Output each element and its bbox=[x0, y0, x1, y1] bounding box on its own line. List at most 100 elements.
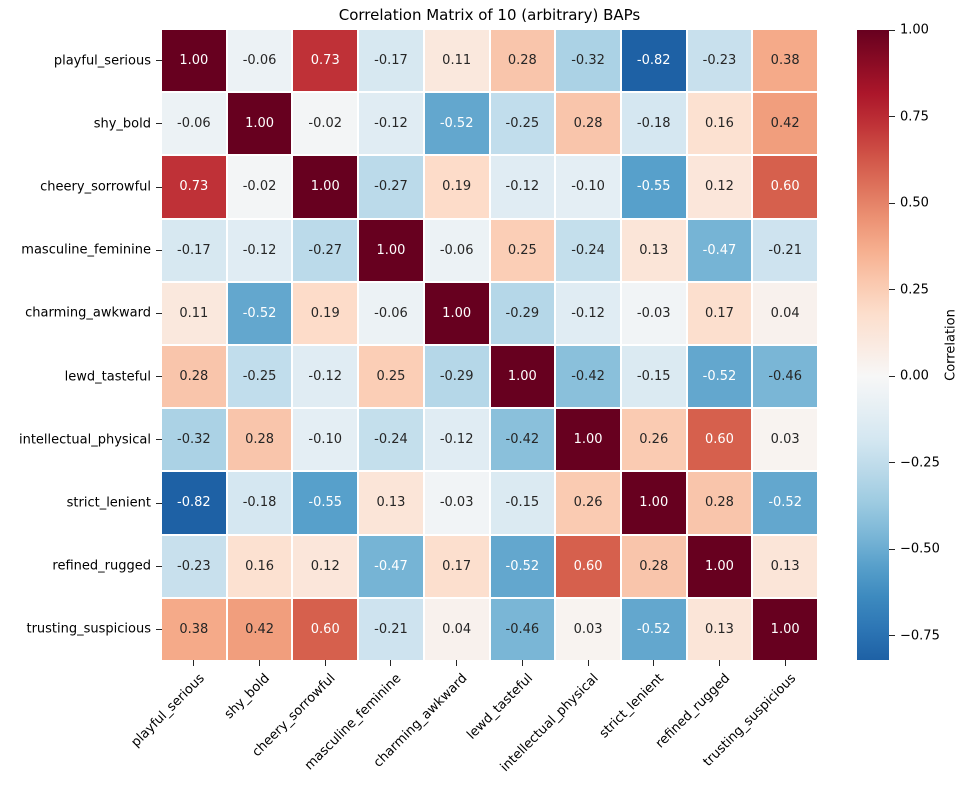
row-label: lewd_tasteful bbox=[64, 369, 151, 385]
row-label: masculine_feminine bbox=[21, 242, 151, 258]
row-label: strict_lenient bbox=[66, 495, 151, 511]
heatmap-cell: 1.00 bbox=[162, 30, 226, 92]
x-axis-tick bbox=[784, 660, 786, 666]
heatmap-cell: -0.10 bbox=[556, 156, 620, 218]
heatmap-cell: -0.46 bbox=[753, 346, 817, 408]
heatmap-cell: -0.29 bbox=[490, 282, 555, 344]
heatmap-cell: -0.52 bbox=[490, 535, 555, 597]
heatmap-cell: -0.23 bbox=[687, 30, 752, 92]
heatmap-cell: -0.25 bbox=[490, 93, 555, 155]
colorbar-tick-label: 0.75 bbox=[900, 109, 929, 125]
row-label: cheery_sorrowful bbox=[40, 179, 151, 195]
colorbar-tick bbox=[889, 375, 895, 377]
row-label: refined_rugged bbox=[52, 558, 151, 574]
heatmap-cell: 0.13 bbox=[359, 472, 423, 534]
x-axis-tick bbox=[456, 660, 458, 666]
heatmap-cell: 0.12 bbox=[293, 535, 358, 597]
heatmap-cell: 1.00 bbox=[753, 598, 817, 660]
heatmap-cell: -0.18 bbox=[227, 472, 292, 534]
heatmap-cell: -0.52 bbox=[687, 346, 752, 408]
heatmap-cell: 0.11 bbox=[162, 282, 226, 344]
colorbar-tick-label: −0.50 bbox=[900, 541, 940, 557]
heatmap-cell: 0.16 bbox=[227, 535, 292, 597]
y-axis-tick bbox=[156, 628, 162, 630]
heatmap-cell: -0.06 bbox=[162, 93, 226, 155]
heatmap-cell: -0.12 bbox=[293, 346, 358, 408]
heatmap-cell: 0.19 bbox=[293, 282, 358, 344]
row-label: trusting_suspicious bbox=[26, 621, 151, 637]
heatmap-cell: 0.60 bbox=[556, 535, 620, 597]
heatmap-cell: -0.10 bbox=[293, 409, 358, 471]
heatmap-cell: 0.73 bbox=[293, 30, 358, 92]
row-label: intellectual_physical bbox=[18, 432, 151, 448]
heatmap-cell: -0.15 bbox=[490, 472, 555, 534]
heatmap-cell: 1.00 bbox=[293, 156, 358, 218]
x-axis-tick bbox=[390, 660, 392, 666]
y-axis-tick bbox=[156, 186, 162, 188]
heatmap-cell: -0.12 bbox=[227, 219, 292, 281]
heatmap-cell: -0.06 bbox=[424, 219, 489, 281]
y-axis-tick bbox=[156, 312, 162, 314]
colorbar-tick-label: −0.25 bbox=[900, 455, 940, 471]
heatmap-cell: 0.13 bbox=[621, 219, 686, 281]
heatmap-cell: -0.24 bbox=[359, 409, 423, 471]
heatmap-cell: -0.17 bbox=[162, 219, 226, 281]
heatmap-cell: 0.28 bbox=[490, 30, 555, 92]
heatmap-cell: 0.26 bbox=[556, 472, 620, 534]
heatmap-cell: 0.13 bbox=[687, 598, 752, 660]
colorbar-tick bbox=[889, 462, 895, 464]
heatmap-cell: 0.28 bbox=[687, 472, 752, 534]
heatmap-cell: 1.00 bbox=[556, 409, 620, 471]
heatmap-cell: -0.32 bbox=[162, 409, 226, 471]
y-axis-tick bbox=[156, 565, 162, 567]
heatmap-cell: 0.03 bbox=[753, 409, 817, 471]
heatmap-cell: 0.60 bbox=[753, 156, 817, 218]
colorbar-tick-label: −0.75 bbox=[900, 628, 940, 644]
heatmap-cell: -0.21 bbox=[359, 598, 423, 660]
column-label: strict_lenient bbox=[597, 671, 668, 742]
heatmap-cell: 1.00 bbox=[424, 282, 489, 344]
heatmap-cell: 0.11 bbox=[424, 30, 489, 92]
row-label: playful_serious bbox=[53, 53, 151, 69]
heatmap-cell: -0.47 bbox=[687, 219, 752, 281]
colorbar-label: Correlation bbox=[943, 309, 959, 381]
heatmap-cell: 0.16 bbox=[687, 93, 752, 155]
y-axis-tick bbox=[156, 249, 162, 251]
colorbar bbox=[857, 30, 889, 660]
colorbar-tick-label: 0.00 bbox=[900, 368, 929, 384]
x-axis-tick bbox=[587, 660, 589, 666]
heatmap-cell: -0.18 bbox=[621, 93, 686, 155]
heatmap-cell: -0.17 bbox=[359, 30, 423, 92]
heatmap-cell: -0.29 bbox=[424, 346, 489, 408]
heatmap-cell: 0.60 bbox=[687, 409, 752, 471]
heatmap-cell: 0.03 bbox=[556, 598, 620, 660]
y-axis-tick bbox=[156, 439, 162, 441]
heatmap-cell: 1.00 bbox=[490, 346, 555, 408]
x-axis-tick bbox=[653, 660, 655, 666]
heatmap-cell: 0.17 bbox=[687, 282, 752, 344]
heatmap-cell: -0.02 bbox=[227, 156, 292, 218]
column-label: shy_bold bbox=[222, 671, 274, 723]
heatmap-cell: -0.06 bbox=[227, 30, 292, 92]
heatmap-cell: 0.25 bbox=[490, 219, 555, 281]
heatmap-cell: 0.28 bbox=[162, 346, 226, 408]
x-axis-tick bbox=[193, 660, 195, 666]
heatmap-cell: -0.55 bbox=[621, 156, 686, 218]
heatmap-cell: 0.17 bbox=[424, 535, 489, 597]
y-axis-tick bbox=[156, 60, 162, 62]
heatmap-cell: 0.42 bbox=[753, 93, 817, 155]
heatmap-cell: -0.27 bbox=[293, 219, 358, 281]
heatmap-cell: 0.60 bbox=[293, 598, 358, 660]
heatmap-cell: -0.12 bbox=[556, 282, 620, 344]
heatmap-cell: 0.28 bbox=[227, 409, 292, 471]
heatmap-cell: 0.28 bbox=[556, 93, 620, 155]
heatmap-cell: 0.19 bbox=[424, 156, 489, 218]
heatmap: 1.00 -0.06 0.73 -0.17 0.11 0.28 -0.32 -0.82 -0.2… bbox=[162, 30, 817, 660]
row-label: shy_bold bbox=[93, 116, 151, 132]
y-axis-tick bbox=[156, 376, 162, 378]
column-label: lewd_tasteful bbox=[464, 671, 536, 743]
heatmap-cell: 0.26 bbox=[621, 409, 686, 471]
heatmap-cell: -0.52 bbox=[227, 282, 292, 344]
heatmap-cell: -0.52 bbox=[753, 472, 817, 534]
heatmap-cell: -0.46 bbox=[490, 598, 555, 660]
